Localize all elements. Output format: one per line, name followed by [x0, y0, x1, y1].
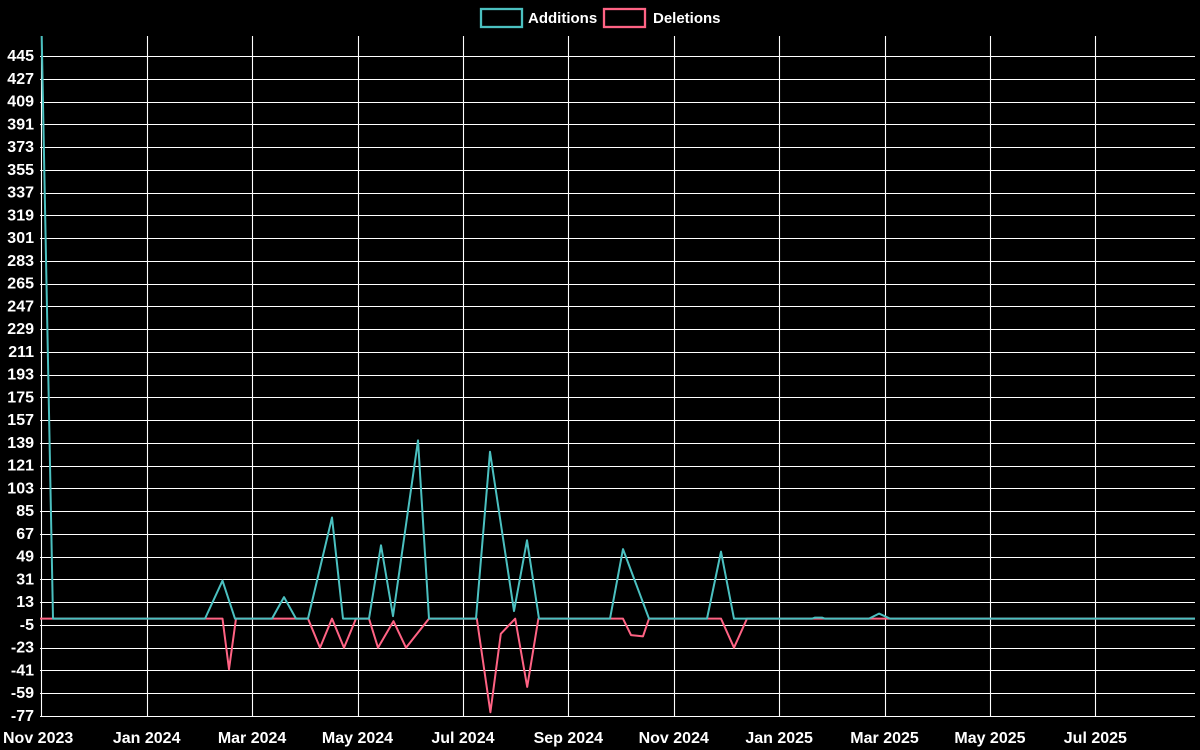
svg-text:319: 319	[7, 207, 34, 224]
svg-text:283: 283	[7, 253, 34, 270]
svg-text:247: 247	[7, 298, 34, 315]
svg-text:Additions: Additions	[528, 10, 597, 27]
svg-text:391: 391	[7, 116, 34, 133]
svg-text:229: 229	[7, 321, 34, 338]
svg-text:67: 67	[16, 526, 34, 543]
svg-text:355: 355	[7, 162, 34, 179]
svg-text:-77: -77	[11, 708, 34, 725]
svg-text:Jan 2025: Jan 2025	[745, 730, 813, 747]
svg-text:May 2025: May 2025	[954, 730, 1025, 747]
svg-text:31: 31	[16, 571, 34, 588]
svg-text:Mar 2024: Mar 2024	[218, 730, 287, 747]
svg-text:Nov 2023: Nov 2023	[3, 730, 73, 747]
svg-text:-41: -41	[11, 662, 34, 679]
svg-text:Sep 2024: Sep 2024	[534, 730, 603, 747]
svg-text:139: 139	[7, 435, 34, 452]
svg-text:445: 445	[7, 48, 34, 65]
svg-text:301: 301	[7, 230, 34, 247]
svg-text:427: 427	[7, 71, 34, 88]
svg-text:337: 337	[7, 185, 34, 202]
svg-text:Mar 2025: Mar 2025	[850, 730, 919, 747]
svg-text:409: 409	[7, 94, 34, 111]
svg-text:Jul 2024: Jul 2024	[431, 730, 494, 747]
svg-text:49: 49	[16, 549, 34, 566]
svg-text:175: 175	[7, 389, 34, 406]
svg-text:265: 265	[7, 276, 34, 293]
svg-text:Nov 2024: Nov 2024	[639, 730, 709, 747]
svg-text:Deletions: Deletions	[653, 10, 721, 27]
svg-text:211: 211	[8, 344, 34, 361]
svg-text:157: 157	[7, 412, 34, 429]
svg-text:85: 85	[16, 503, 34, 520]
svg-text:103: 103	[7, 480, 34, 497]
svg-text:373: 373	[7, 139, 34, 156]
svg-text:Jul 2025: Jul 2025	[1064, 730, 1127, 747]
svg-text:193: 193	[7, 367, 34, 384]
svg-text:121: 121	[7, 458, 34, 475]
svg-text:13: 13	[16, 594, 34, 611]
svg-text:May 2024: May 2024	[322, 730, 393, 747]
svg-text:-23: -23	[11, 640, 34, 657]
svg-text:Jan 2024: Jan 2024	[113, 730, 181, 747]
svg-text:-59: -59	[11, 685, 34, 702]
svg-text:-5: -5	[20, 617, 34, 634]
